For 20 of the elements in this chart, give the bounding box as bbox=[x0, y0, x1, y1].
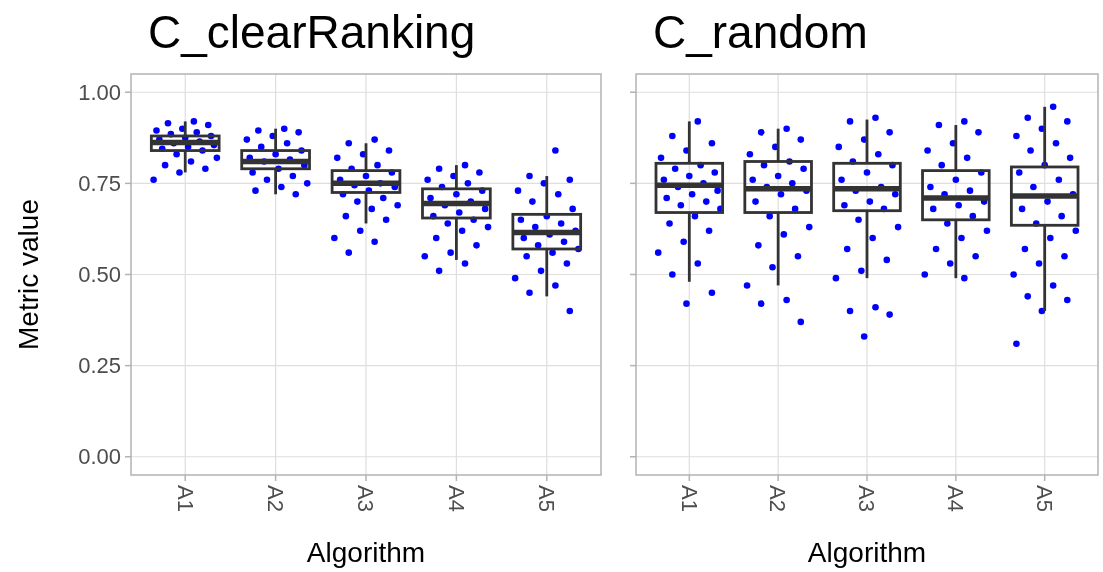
chart-title: C_random bbox=[653, 6, 868, 58]
y-tick-label: 0.00 bbox=[78, 444, 121, 470]
y-axis-title: Metric value bbox=[13, 199, 44, 350]
y-tick-label: 0.25 bbox=[78, 353, 121, 379]
x-tick-label: A4 bbox=[943, 485, 969, 512]
x-tick-label: A2 bbox=[262, 485, 288, 512]
chart-title: C_clearRanking bbox=[148, 6, 476, 58]
x-tick-label: A1 bbox=[676, 485, 702, 512]
x-tick-label: A5 bbox=[534, 485, 560, 512]
x-tick-label: A1 bbox=[172, 485, 198, 512]
y-tick-label: 0.75 bbox=[78, 171, 121, 197]
x-tick-label: A3 bbox=[854, 485, 880, 512]
x-tick-label: A2 bbox=[765, 485, 791, 512]
x-tick-label: A5 bbox=[1031, 485, 1057, 512]
y-tick-label: 1.00 bbox=[78, 79, 121, 105]
x-tick-label: A3 bbox=[353, 485, 379, 512]
x-axis-title: Algorithm bbox=[306, 537, 426, 568]
x-tick-label: A4 bbox=[443, 485, 469, 512]
y-tick-label: 0.50 bbox=[78, 262, 121, 288]
x-axis-title: Algorithm bbox=[807, 537, 927, 568]
